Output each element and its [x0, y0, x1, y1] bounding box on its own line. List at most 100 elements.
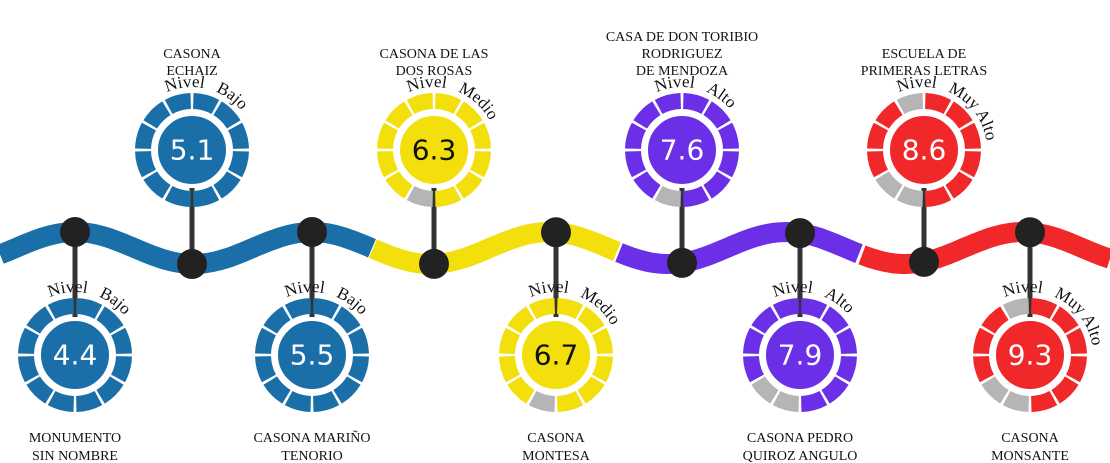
- score: 8.6: [902, 134, 947, 167]
- gauge-segment: [867, 122, 888, 149]
- milestone-name: SIN NOMBRE: [32, 449, 118, 463]
- gauge-segment: [945, 171, 973, 199]
- gauge-segment: [284, 391, 311, 412]
- gauge-segment: [625, 122, 646, 149]
- gauge-segment: [718, 122, 739, 149]
- milestone-name: DOS ROSAS: [396, 64, 473, 79]
- gauge-segment: [18, 327, 39, 354]
- gauge-segment: [76, 391, 103, 412]
- gauge-segment: [406, 93, 433, 114]
- gauge-segment: [1002, 298, 1029, 319]
- gauge-segment: [284, 298, 311, 319]
- gauge-segment: [470, 151, 491, 178]
- gauge-segment: [377, 122, 398, 149]
- gauge-segment: [557, 298, 584, 319]
- gauge-segment: [507, 376, 535, 404]
- gauge-segment: [47, 298, 74, 319]
- level-word: Nivel: [770, 277, 814, 301]
- gauge-segment: [96, 376, 124, 404]
- level-word: Nivel: [282, 277, 326, 301]
- gauge-segment: [772, 298, 799, 319]
- gauge-segment: [633, 171, 661, 199]
- gauge-segment: [455, 101, 483, 129]
- gauge-segment: [313, 298, 340, 319]
- gauge-segment: [557, 391, 584, 412]
- node: [60, 217, 90, 247]
- gauge-segment: [772, 391, 799, 412]
- gauge-segment: [592, 356, 613, 383]
- score: 4.4: [53, 339, 98, 372]
- gauge-segment: [228, 122, 249, 149]
- score: 6.3: [412, 134, 457, 167]
- gauge-segment: [973, 356, 994, 383]
- gauge-segment: [960, 151, 981, 178]
- milestone-name: MONSANTE: [991, 449, 1069, 463]
- gauge-segment: [801, 298, 828, 319]
- gauge-segment: [164, 186, 191, 207]
- gauge-segment: [135, 122, 156, 149]
- gauge-segment: [1066, 356, 1087, 383]
- node: [909, 246, 939, 277]
- score: 5.1: [170, 134, 215, 167]
- gauge-segment: [703, 101, 731, 129]
- gauge-segment: [213, 101, 241, 129]
- gauge-segment: [1031, 298, 1058, 319]
- gauge-segment: [164, 93, 191, 114]
- gauge-segment: [193, 186, 220, 207]
- gauge-segment: [377, 151, 398, 178]
- wave-segment: [858, 221, 1110, 274]
- gauge-segment: [718, 151, 739, 178]
- gauge-segment: [263, 376, 291, 404]
- level-word: Nivel: [526, 277, 570, 301]
- gauge-segment: [470, 122, 491, 149]
- milestone-name: RODRIGUEZ: [642, 47, 723, 62]
- gauge-segment: [507, 306, 535, 334]
- score: 6.7: [534, 339, 579, 372]
- node: [1015, 217, 1045, 248]
- gauge-segment: [499, 327, 520, 354]
- gauge-segment: [960, 122, 981, 149]
- gauge-segment: [26, 306, 54, 334]
- gauge-segment: [18, 356, 39, 383]
- gauge-center: [396, 112, 472, 188]
- gauge-segment: [263, 306, 291, 334]
- gauge-segment: [1066, 327, 1087, 354]
- gauge-segment: [313, 391, 340, 412]
- node: [785, 218, 815, 249]
- gauge-segment: [821, 376, 849, 404]
- gauge-segment: [896, 93, 923, 114]
- score: 7.9: [778, 339, 823, 372]
- gauge-segment: [973, 327, 994, 354]
- gauge-segment: [1002, 391, 1029, 412]
- gauge-segment: [228, 151, 249, 178]
- gauge-segment: [255, 327, 276, 354]
- gauge-segment: [945, 101, 973, 129]
- gauge-center: [518, 317, 594, 393]
- gauge-segment: [213, 171, 241, 199]
- milestone-name: ESCUELA DE: [882, 47, 966, 62]
- gauge-segment: [981, 306, 1009, 334]
- gauge-segment: [743, 356, 764, 383]
- gauge-segment: [801, 391, 828, 412]
- node: [541, 217, 571, 248]
- gauge-segment: [751, 376, 779, 404]
- milestone-name: QUIROZ ANGULO: [743, 449, 858, 463]
- gauge-segment: [821, 306, 849, 334]
- gauge-center: [154, 112, 230, 188]
- gauge-segment: [406, 186, 433, 207]
- milestone-name: MONTESA: [522, 449, 591, 463]
- gauge-center: [274, 317, 350, 393]
- gauge-segment: [743, 327, 764, 354]
- level-word: Nivel: [1000, 277, 1044, 301]
- gauge-center: [992, 317, 1068, 393]
- node: [419, 248, 449, 279]
- gauge-segment: [47, 391, 74, 412]
- node: [667, 247, 697, 278]
- gauge-segment: [193, 93, 220, 114]
- milestone-name: CASONA: [527, 431, 585, 446]
